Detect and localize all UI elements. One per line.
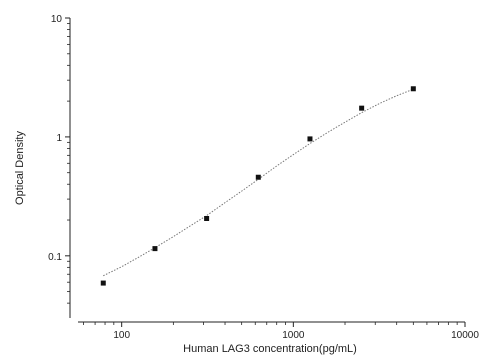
data-point [410, 86, 416, 92]
data-point [359, 105, 365, 111]
x-tick-label: 1000 [282, 330, 305, 341]
y-tick-label: 10 [51, 14, 63, 25]
data-point [307, 136, 313, 142]
fit-curve [103, 88, 414, 277]
data-points-layer [100, 86, 416, 286]
x-tick-label: 10000 [451, 330, 479, 341]
y-tick-label: 0.1 [48, 252, 62, 263]
data-point [255, 174, 261, 180]
y-tick-label: 1 [56, 133, 62, 144]
data-point [204, 216, 210, 221]
y-axis-title: Optical Density [14, 131, 26, 205]
data-point [152, 246, 158, 252]
axes: 0.1 1 10 100 1000 10000 [48, 14, 479, 341]
x-axis-title: Human LAG3 concentration(pg/mL) [183, 343, 357, 355]
x-tick-label: 100 [113, 330, 130, 341]
fit-curve-layer [103, 88, 414, 277]
data-point [100, 280, 106, 286]
